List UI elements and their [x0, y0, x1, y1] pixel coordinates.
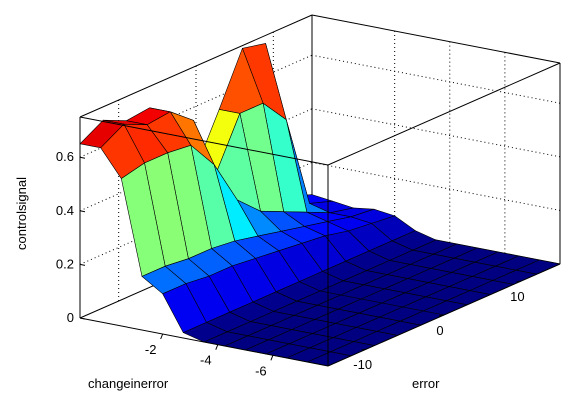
z-tick-mark: [79, 317, 86, 320]
z-tick-label: 0: [67, 310, 74, 325]
y-tick-label: -4: [200, 353, 212, 368]
label-layer: error changeinerror controlsignal: [14, 177, 440, 391]
y-tick-mark: [215, 344, 219, 350]
x-tick-mark: [438, 314, 445, 317]
top-front-edge-y: [79, 116, 329, 166]
z-axis-label: controlsignal: [14, 177, 29, 250]
x-tick-label: 0: [436, 323, 443, 338]
z-tick-label: 0.6: [56, 149, 74, 164]
grid-line-z-side-wall: [311, 108, 561, 158]
y-axis-label: changeinerror: [88, 376, 169, 391]
top-front-edge-x: [327, 62, 561, 166]
top-back-edge-y: [311, 14, 561, 64]
y-tick-label: -6: [255, 363, 267, 378]
front-floor-edge-y: [79, 317, 329, 367]
z-tick-mark: [79, 156, 86, 159]
y-tick-mark: [160, 333, 164, 340]
z-tick-mark: [79, 263, 86, 266]
z-tick-label: 0.2: [56, 256, 74, 271]
surface-layer: [79, 43, 561, 367]
x-axis-label: error: [412, 376, 440, 391]
z-tick-label: 0.4: [56, 203, 74, 218]
z-tick-mark: [79, 210, 86, 213]
y-tick-mark: [270, 355, 274, 361]
tick-layer: -10 0 10 -2 -4 -6 0 0.2 0.4 0.6: [56, 149, 525, 378]
top-back-edge-x: [79, 14, 313, 118]
grid-line-z-side-wall: [311, 161, 561, 211]
x-tick-label: -10: [353, 357, 372, 372]
y-tick-label: -2: [145, 342, 157, 357]
x-tick-label: 10: [510, 289, 524, 304]
x-tick-mark: [516, 280, 522, 283]
x-tick-mark: [361, 348, 367, 351]
